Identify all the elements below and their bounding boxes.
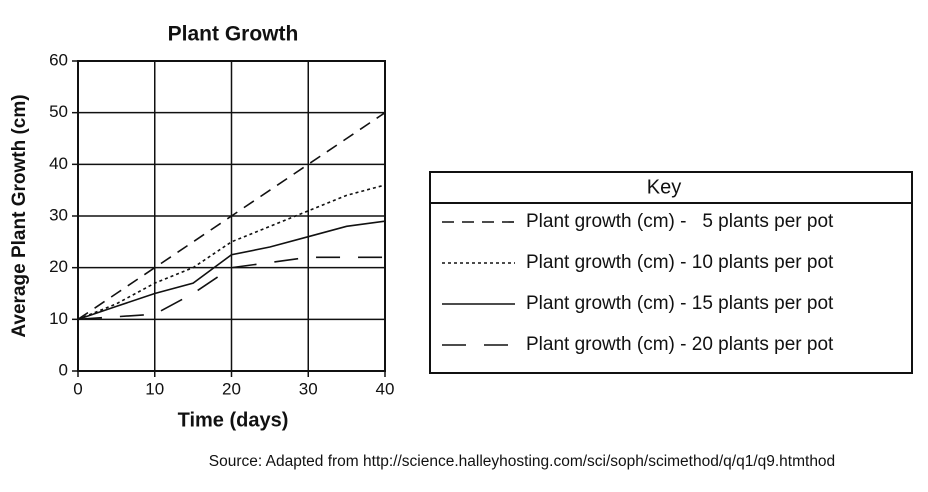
series-line [77, 220, 386, 321]
x-tick-label: 10 [145, 379, 164, 398]
source-note: Source: Adapted from http://science.hall… [209, 453, 835, 470]
series-line [77, 256, 385, 321]
x-tick-label: 30 [299, 379, 318, 398]
legend-label: Plant growth (cm) - 20 plants per pot [526, 334, 834, 355]
plot-frame [77, 60, 386, 372]
y-tick-label: 10 [49, 309, 68, 328]
legend-label: Plant growth (cm) - 15 plants per pot [526, 293, 834, 314]
chart-title: Plant Growth [168, 23, 299, 46]
x-tick-label: 20 [222, 379, 241, 398]
y-tick-label: 30 [49, 205, 68, 224]
x-axis-label: Time (days) [178, 409, 289, 431]
series-line [77, 184, 386, 321]
series-line [77, 112, 386, 320]
legend-title: Key [647, 176, 681, 198]
y-tick-label: 0 [59, 360, 68, 379]
y-tick-label: 60 [49, 50, 68, 69]
y-axis-label: Average Plant Growth (cm) [9, 94, 30, 337]
y-tick-label: 50 [49, 102, 68, 121]
legend-label: Plant growth (cm) - 5 plants per pot [526, 211, 834, 232]
legend-label: Plant growth (cm) - 10 plants per pot [526, 252, 834, 273]
y-tick-label: 40 [49, 154, 68, 173]
legend-box [429, 171, 913, 374]
y-tick-label: 20 [49, 257, 68, 276]
x-tick-label: 0 [73, 379, 82, 398]
x-tick-label: 40 [376, 379, 395, 398]
